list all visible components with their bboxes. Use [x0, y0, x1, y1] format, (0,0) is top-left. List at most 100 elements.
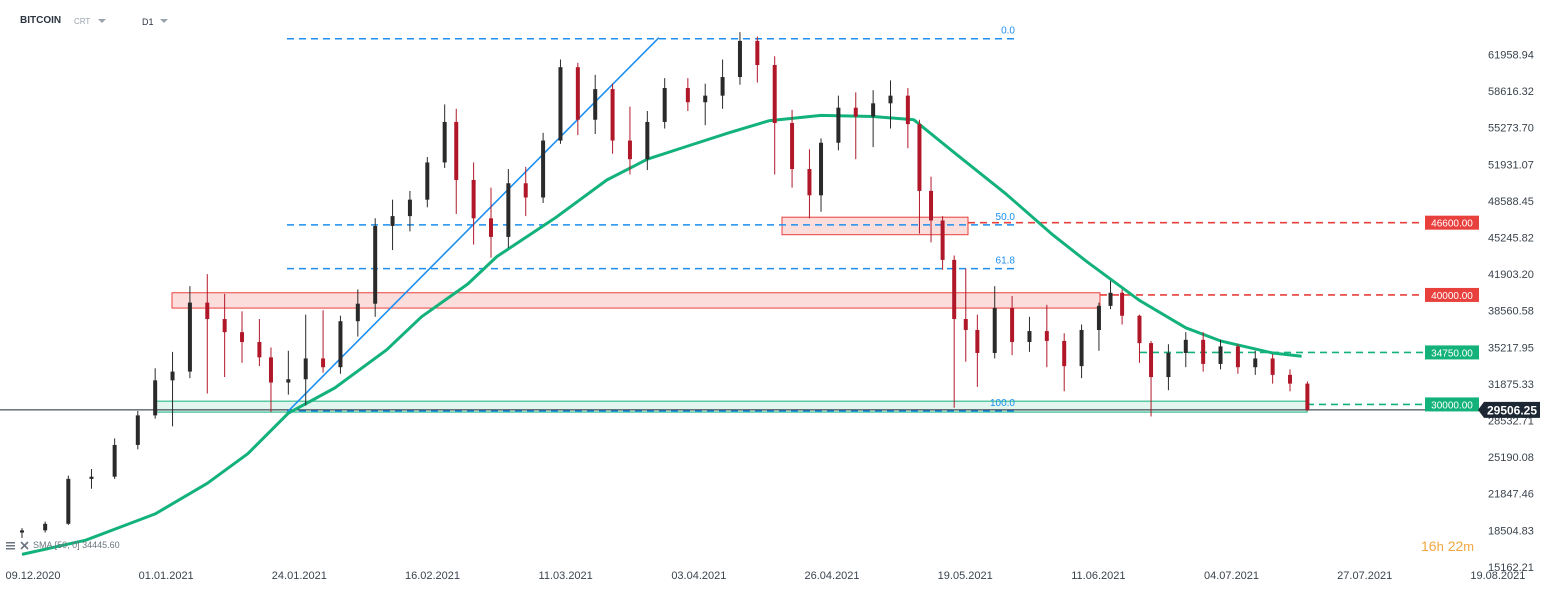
candle[interactable]	[963, 268, 968, 362]
candle[interactable]	[222, 293, 227, 378]
candle[interactable]	[575, 62, 580, 136]
candle[interactable]	[1149, 340, 1154, 417]
candle[interactable]	[558, 59, 563, 144]
candle-body	[187, 302, 192, 372]
candle[interactable]	[170, 351, 175, 427]
candle[interactable]	[390, 199, 395, 251]
candle[interactable]	[257, 319, 262, 367]
candle[interactable]	[1201, 332, 1206, 372]
current-price-badge[interactable]	[1478, 401, 1540, 418]
instrument-type[interactable]: CRT	[74, 17, 91, 26]
candle[interactable]	[645, 110, 650, 171]
candle-body	[871, 103, 876, 117]
candle[interactable]	[488, 187, 493, 258]
candle[interactable]	[1137, 314, 1142, 363]
candle[interactable]	[523, 166, 528, 217]
candle[interactable]	[1108, 280, 1113, 310]
candle[interactable]	[454, 108, 459, 214]
candle[interactable]	[940, 216, 945, 270]
candle[interactable]	[506, 169, 511, 248]
interval-chevron-down-icon[interactable]	[160, 19, 168, 23]
candle[interactable]	[952, 255, 957, 408]
candle[interactable]	[888, 80, 893, 129]
candle[interactable]	[1062, 333, 1067, 392]
candle[interactable]	[442, 104, 447, 168]
candle[interactable]	[755, 36, 760, 83]
candle[interactable]	[685, 78, 690, 111]
candle[interactable]	[662, 78, 667, 129]
sma-line[interactable]	[21, 113, 1302, 556]
candle[interactable]	[20, 528, 24, 539]
candle[interactable]	[43, 521, 48, 533]
candle[interactable]	[627, 106, 632, 175]
price-tag[interactable]	[1425, 397, 1479, 412]
candle[interactable]	[807, 149, 812, 219]
candle[interactable]	[1218, 339, 1223, 370]
candle[interactable]	[992, 286, 997, 359]
candle[interactable]	[1010, 296, 1015, 356]
resistance-zone-46600[interactable]	[781, 216, 969, 236]
candle[interactable]	[610, 83, 615, 154]
candle[interactable]	[905, 87, 910, 149]
candle[interactable]	[1079, 324, 1084, 379]
candle-body	[373, 225, 378, 304]
candle[interactable]	[1120, 289, 1125, 325]
candle[interactable]	[790, 109, 795, 188]
candle[interactable]	[541, 132, 546, 203]
candle[interactable]	[268, 347, 273, 413]
candle-body	[940, 220, 945, 260]
candle[interactable]	[112, 438, 117, 479]
resistance-zone-40000[interactable]	[171, 292, 1101, 309]
candle[interactable]	[135, 411, 140, 450]
candle[interactable]	[240, 311, 245, 363]
candle[interactable]	[1166, 344, 1171, 391]
candle[interactable]	[819, 138, 824, 212]
candle[interactable]	[1305, 381, 1310, 412]
candle[interactable]	[286, 350, 291, 395]
candle-body	[1108, 292, 1113, 306]
candle-body	[338, 321, 343, 368]
candle[interactable]	[1270, 354, 1275, 384]
candle[interactable]	[1253, 350, 1258, 375]
price-tag[interactable]	[1425, 345, 1479, 360]
candle[interactable]	[407, 190, 412, 232]
candle[interactable]	[321, 310, 326, 373]
candle[interactable]	[338, 315, 343, 374]
candle[interactable]	[1235, 344, 1240, 374]
candle[interactable]	[929, 176, 934, 243]
candle[interactable]	[593, 74, 598, 134]
candle[interactable]	[355, 289, 360, 337]
candle[interactable]	[187, 286, 192, 379]
candle[interactable]	[205, 274, 210, 394]
candle[interactable]	[373, 218, 378, 317]
price-tag[interactable]	[1425, 287, 1479, 302]
candle[interactable]	[975, 314, 980, 387]
candle[interactable]	[871, 90, 876, 148]
candle[interactable]	[1096, 302, 1101, 351]
candle[interactable]	[1183, 332, 1188, 368]
indicator-close-icon[interactable]	[19, 541, 29, 550]
candle[interactable]	[89, 469, 94, 489]
candle[interactable]	[853, 92, 858, 160]
candle[interactable]	[720, 59, 725, 109]
candle[interactable]	[471, 162, 476, 245]
countdown-hours-unit: h	[1436, 539, 1444, 554]
interval-selector[interactable]: D1	[142, 17, 154, 27]
instrument-type-chevron-down-icon[interactable]	[98, 19, 106, 23]
candle[interactable]	[66, 475, 71, 525]
candle[interactable]	[425, 156, 430, 208]
symbol-name[interactable]: BITCOIN	[20, 15, 62, 26]
candle[interactable]	[153, 368, 158, 419]
candle[interactable]	[1044, 304, 1049, 368]
candle[interactable]	[737, 32, 742, 85]
candle[interactable]	[1027, 316, 1032, 352]
price-tag[interactable]	[1425, 215, 1479, 230]
candle[interactable]	[1288, 369, 1293, 392]
candle[interactable]	[703, 83, 708, 126]
indicator-settings-icon[interactable]	[6, 541, 15, 550]
candle[interactable]	[772, 56, 777, 175]
candle[interactable]	[303, 314, 308, 406]
candle[interactable]	[836, 95, 841, 151]
candle[interactable]	[917, 119, 922, 234]
